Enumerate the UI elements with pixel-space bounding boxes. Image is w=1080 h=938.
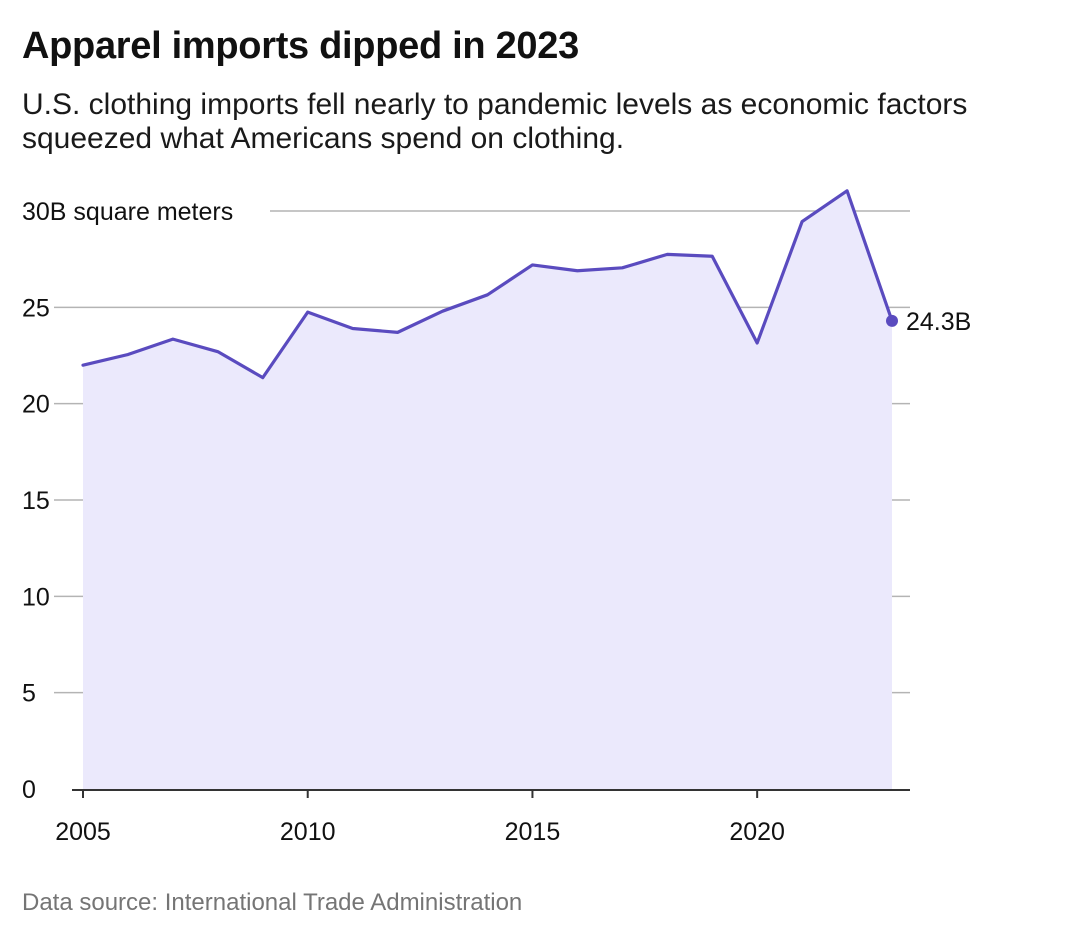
x-tick-label-2010: 2010 [280, 818, 336, 846]
y-tick-label-30: 30B square meters [22, 198, 233, 226]
tick-labels: 24.3B 2005 2010 2015 2020 0 5 10 15 20 25 30B squar… [22, 198, 971, 846]
area-series [81, 189, 898, 789]
y-tick-label-15: 15 [22, 487, 50, 515]
x-tick-label-2020: 2020 [729, 818, 785, 846]
area-fill [83, 190, 892, 789]
chart-title: Apparel imports dipped in 2023 [22, 25, 579, 67]
y-tick-label-10: 10 [22, 583, 50, 611]
y-tick-label-0: 0 [22, 776, 36, 804]
y-tick-label-20: 20 [22, 391, 50, 419]
end-value-label: 24.3B [906, 308, 971, 336]
axes [72, 789, 910, 798]
x-tick-label-2015: 2015 [505, 818, 561, 846]
data-point-2023 [886, 314, 898, 327]
series-line [81, 189, 894, 380]
y-tick-label-5: 5 [22, 680, 36, 708]
data-source-note: Data source: International Trade Adminis… [22, 889, 523, 916]
y-tick-label-25: 25 [22, 294, 50, 322]
x-tick-label-2005: 2005 [55, 818, 111, 846]
area-chart: 24.3B 2005 2010 2015 2020 0 5 10 15 20 25 30B squar… [22, 189, 971, 846]
chart-subtitle: U.S. clothing imports fell nearly to pan… [22, 88, 968, 155]
